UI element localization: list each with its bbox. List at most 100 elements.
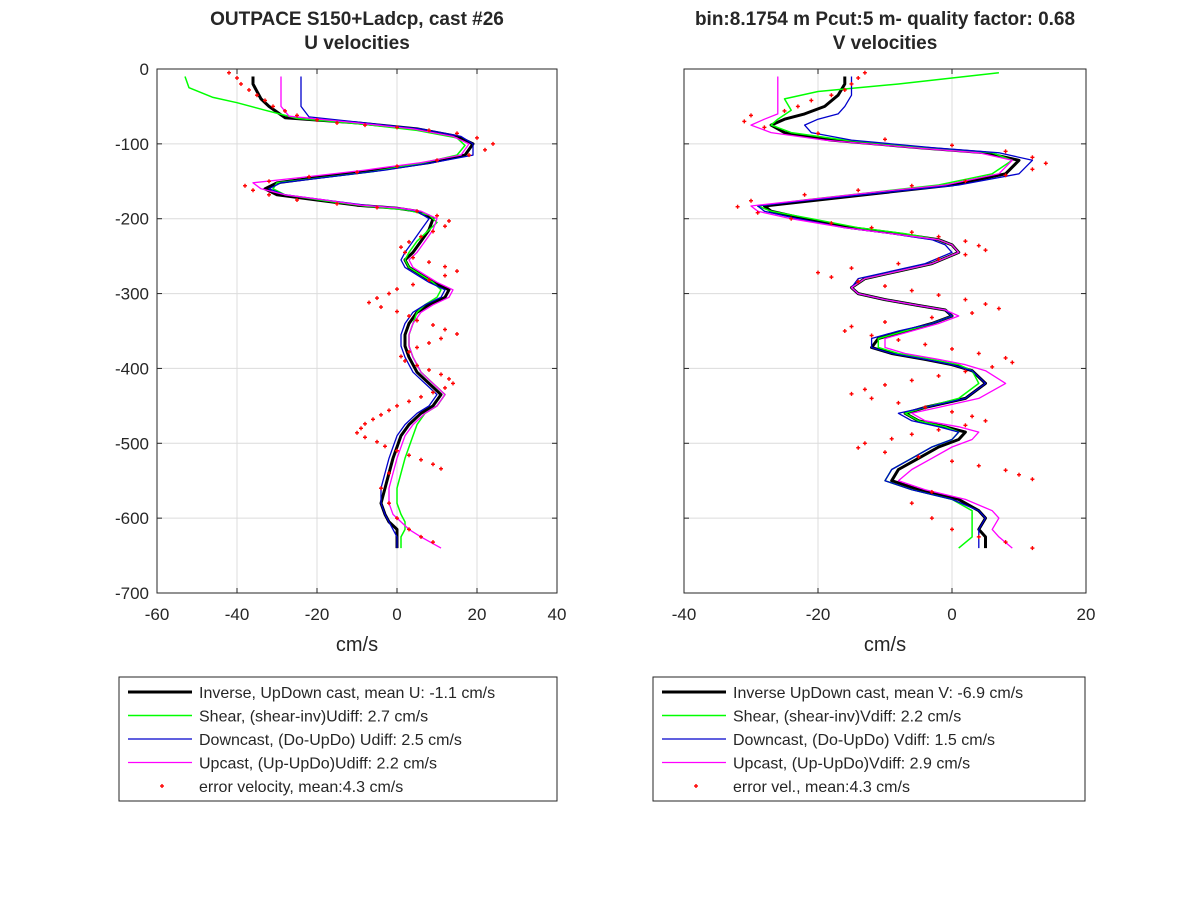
error-point — [842, 329, 847, 333]
error-point — [363, 123, 367, 128]
x-tick-label: 40 — [548, 605, 567, 624]
error-point — [849, 391, 854, 396]
error-point — [395, 287, 399, 292]
legend-label: Inverse UpDown cast, mean V: -6.9 cm/s — [733, 685, 1023, 702]
error-point — [909, 183, 914, 188]
error-point — [802, 192, 807, 197]
legend: Inverse, UpDown cast, mean U: -1.1 cm/s S… — [118, 676, 558, 802]
error-point — [431, 323, 435, 328]
error-point — [963, 179, 968, 184]
error-point — [976, 243, 981, 248]
error-point — [387, 501, 391, 506]
error-point — [439, 336, 443, 341]
error-point — [443, 224, 447, 229]
legend-item: Downcast, (Do-UpDo) Udiff: 2.5 cm/s — [128, 732, 462, 749]
error-point — [359, 426, 363, 431]
x-tick-label: 0 — [392, 605, 401, 624]
error-point — [909, 501, 914, 506]
error-point — [235, 75, 239, 80]
error-point — [929, 315, 934, 320]
error-point — [395, 164, 399, 169]
error-point — [1003, 468, 1008, 473]
x-tick-label: 20 — [1077, 605, 1096, 624]
error-point — [247, 87, 251, 92]
legend-label: Downcast, (Do-UpDo) Udiff: 2.5 cm/s — [199, 732, 462, 749]
error-point — [243, 183, 247, 188]
y-tick-label: -300 — [115, 285, 149, 304]
error-point — [403, 250, 407, 255]
x-axis-label: cm/s — [336, 634, 378, 656]
error-point — [375, 205, 379, 210]
error-point — [455, 331, 459, 336]
error-point — [976, 351, 981, 356]
legend: Inverse UpDown cast, mean V: -6.9 cm/s Sh… — [652, 676, 1086, 802]
series-line-4 — [252, 76, 470, 549]
error-point — [407, 239, 411, 244]
error-point — [1030, 167, 1035, 172]
error-point — [407, 349, 411, 354]
x-tick-label: -40 — [225, 605, 250, 624]
error-point — [431, 390, 435, 395]
error-point — [407, 453, 411, 458]
error-point — [227, 70, 231, 75]
error-point — [862, 441, 867, 446]
data-layer — [184, 70, 495, 549]
error-point — [415, 209, 419, 214]
error-point — [435, 213, 439, 218]
chart-title-line-1: OUTPACE S150+Ladcp, cast #26 — [210, 9, 504, 30]
error-point — [1030, 477, 1035, 482]
error-point — [950, 527, 954, 532]
error-point — [735, 204, 740, 209]
y-tick-label: -400 — [115, 359, 149, 378]
error-point — [379, 412, 383, 417]
x-tick-label: -40 — [672, 605, 697, 624]
error-point — [856, 75, 861, 80]
legend-label: error velocity, mean:4.3 cm/s — [199, 779, 403, 796]
error-point — [929, 489, 934, 494]
error-point — [427, 128, 431, 133]
error-point — [491, 141, 495, 146]
error-point — [976, 463, 981, 468]
error-point — [283, 108, 287, 113]
x-tick-label: -60 — [145, 605, 170, 624]
error-point — [950, 346, 954, 351]
error-point — [407, 527, 411, 532]
error-point — [307, 174, 311, 179]
error-point — [427, 340, 431, 345]
data-layer — [735, 70, 1048, 551]
error-point — [909, 230, 914, 235]
error-point — [251, 188, 255, 193]
error-point — [789, 216, 794, 221]
error-point — [395, 403, 399, 408]
error-point — [271, 104, 275, 109]
error-point — [970, 414, 975, 419]
error-point — [869, 396, 874, 401]
legend-label: Shear, (shear-inv)Vdiff: 2.2 cm/s — [733, 709, 961, 726]
error-point — [1030, 155, 1035, 160]
legend-label: Inverse, UpDown cast, mean U: -1.1 cm/s — [199, 685, 495, 702]
y-tick-label: -200 — [115, 210, 149, 229]
error-point — [387, 291, 391, 296]
chart-title-line-2: U velocities — [304, 33, 410, 54]
error-point — [829, 221, 834, 226]
error-point — [431, 229, 435, 234]
error-point — [395, 309, 399, 314]
error-point — [363, 435, 367, 440]
error-point — [267, 192, 271, 197]
error-point — [399, 354, 403, 359]
error-point — [883, 450, 887, 455]
error-point — [909, 432, 914, 437]
error-point — [387, 471, 391, 476]
error-point — [355, 430, 359, 435]
y-tick-label: -700 — [115, 584, 149, 603]
error-point — [435, 158, 439, 163]
error-point — [742, 119, 747, 124]
error-point — [239, 81, 243, 86]
error-point — [936, 293, 941, 298]
axes-frame — [156, 68, 558, 594]
legend-item: Upcast, (Up-UpDo)Vdiff: 2.9 cm/s — [662, 756, 970, 773]
error-point — [762, 125, 767, 130]
error-point — [970, 311, 975, 316]
error-point — [869, 333, 874, 338]
error-point — [371, 417, 375, 422]
